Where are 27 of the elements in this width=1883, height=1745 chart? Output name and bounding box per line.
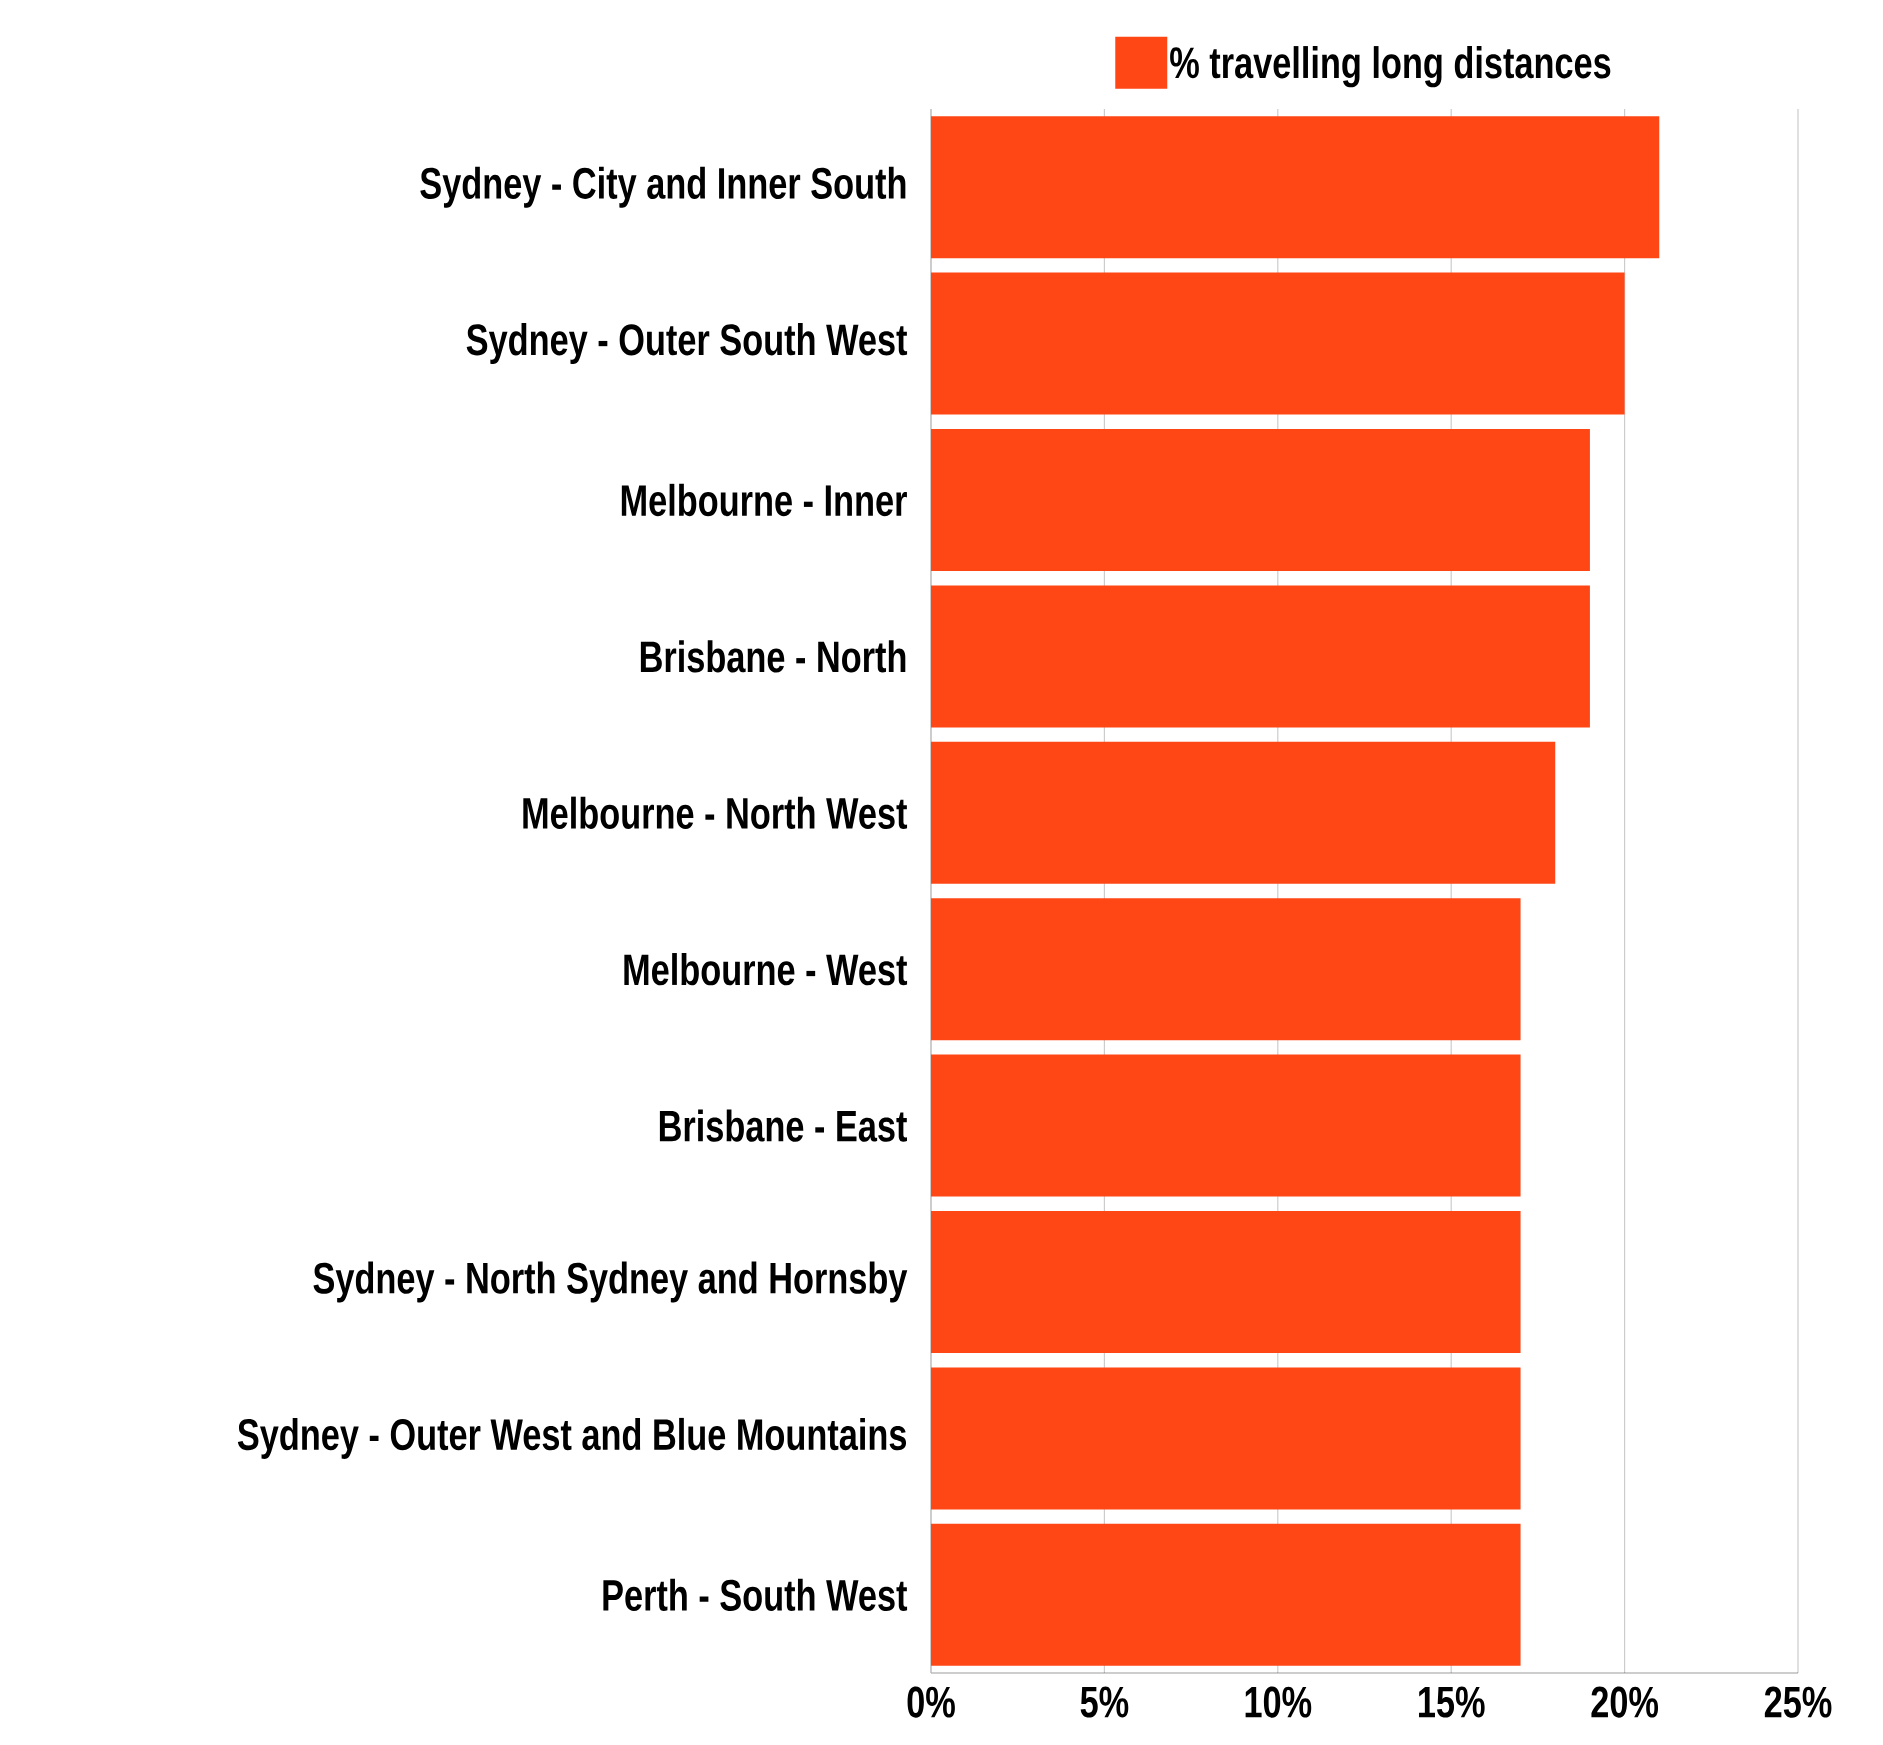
bar [931, 898, 1521, 1041]
y-tick-label: Sydney - North Sydney and Hornsby [313, 1261, 908, 1303]
y-tick-label: Perth - South West [603, 1578, 908, 1611]
bar [931, 116, 1660, 259]
y-tick-label: Melbourne - Inner [621, 483, 907, 517]
y-tick-label: Sydney - Outer South West [466, 323, 908, 365]
x-tick-label: 5% [1080, 1686, 1129, 1718]
y-tick-label: Melbourne - West [624, 953, 908, 986]
y-tick-label: Brisbane - East [659, 1109, 907, 1142]
y-tick-label: Brisbane - North [640, 640, 906, 673]
x-tick-label: 0% [907, 1686, 955, 1718]
legend-label: % travelling long distances [1170, 46, 1611, 88]
bar [931, 585, 1590, 728]
bar [931, 428, 1590, 571]
x-tick-label: 25% [1764, 1686, 1832, 1718]
bar [931, 1523, 1521, 1666]
bar [931, 1054, 1521, 1197]
x-tick-label: 15% [1419, 1686, 1485, 1718]
x-tick-label: 10% [1245, 1686, 1312, 1718]
bar [931, 1211, 1521, 1353]
bar [931, 741, 1556, 884]
y-tick-label: Sydney - City and Inner South [420, 166, 906, 208]
bar [931, 272, 1625, 415]
y-tick-label: Melbourne - North West [523, 796, 908, 829]
y-tick-label: Sydney - Outer West and Blue Mountains [237, 1417, 907, 1459]
x-tick-label: 20% [1591, 1686, 1659, 1718]
bar [931, 1367, 1521, 1510]
